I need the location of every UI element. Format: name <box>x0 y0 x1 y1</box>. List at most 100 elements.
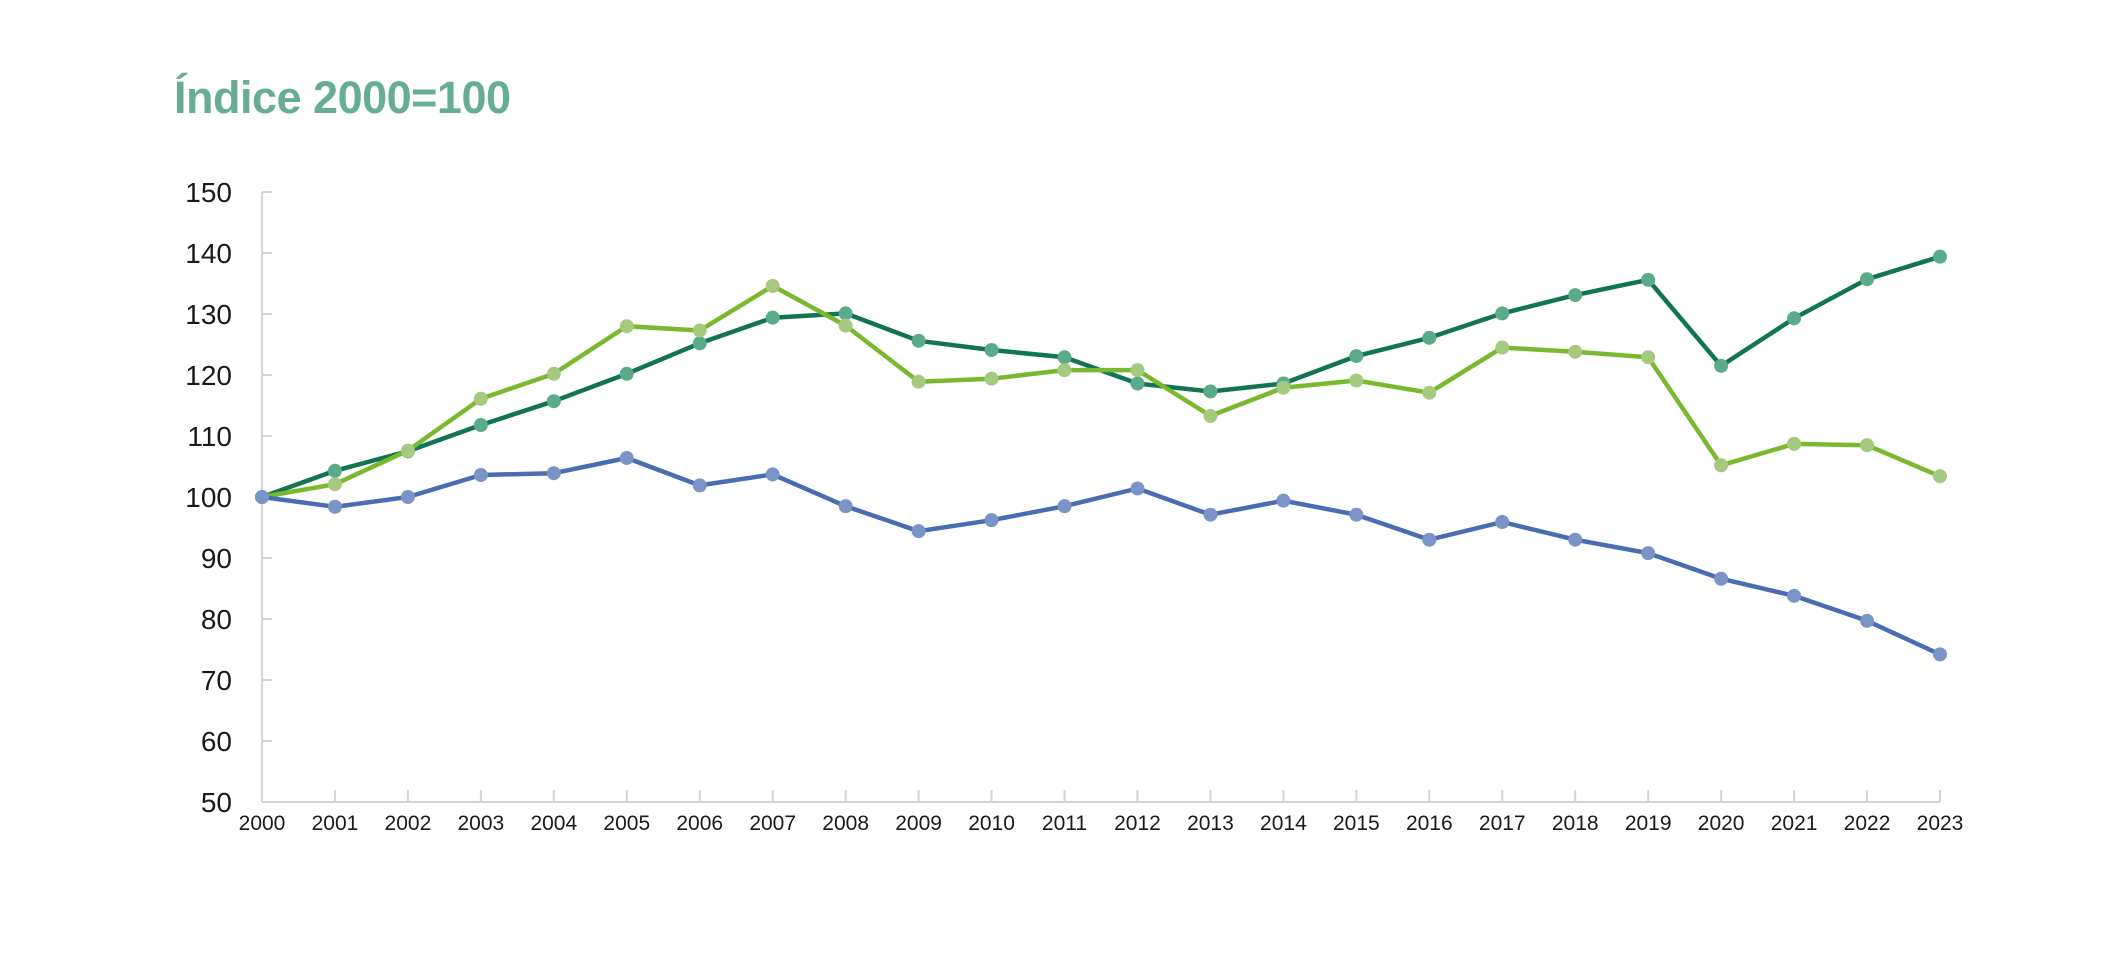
x-tick-label: 2021 <box>1771 812 1818 835</box>
data-point <box>327 499 342 514</box>
x-tick-label: 2003 <box>458 812 505 835</box>
x-tick-label: 2023 <box>1917 812 1964 835</box>
data-point <box>546 466 561 481</box>
series-line-dark-green <box>259 254 1943 500</box>
data-point <box>1641 272 1656 287</box>
x-tick-label: 2019 <box>1625 812 1672 835</box>
y-tick-label: 110 <box>187 421 232 452</box>
data-point <box>327 477 342 492</box>
data-point <box>473 391 488 406</box>
x-tick-label: 2006 <box>676 812 723 835</box>
data-point <box>911 374 926 389</box>
series-dark-green <box>255 249 1947 504</box>
y-tick-label: 50 <box>201 787 232 818</box>
data-point <box>1203 408 1218 423</box>
data-point <box>400 490 415 504</box>
series-light-green <box>255 278 1947 504</box>
x-tick-label: 2007 <box>749 812 796 835</box>
x-tick-label: 2012 <box>1114 812 1161 835</box>
data-point <box>911 333 926 348</box>
data-point <box>473 468 488 483</box>
x-tick-label: 2014 <box>1260 812 1307 835</box>
x-tick-label: 2005 <box>603 812 650 835</box>
data-point <box>838 318 853 333</box>
x-tick-label: 2016 <box>1406 812 1453 835</box>
data-point <box>1495 340 1510 355</box>
x-tick-label: 2022 <box>1844 812 1891 835</box>
data-point <box>1422 385 1437 400</box>
x-tick-label: 2000 <box>239 812 286 835</box>
data-point <box>1495 306 1510 321</box>
data-point <box>1349 349 1364 364</box>
data-point <box>1057 499 1072 514</box>
data-point <box>1349 507 1364 522</box>
y-tick-label: 80 <box>201 604 232 635</box>
data-point <box>255 490 269 504</box>
data-point <box>546 366 561 381</box>
data-point <box>1568 288 1583 303</box>
data-point <box>1349 373 1364 388</box>
x-tick-label: 2010 <box>968 812 1015 835</box>
y-tick-label: 120 <box>185 360 232 391</box>
data-point <box>1641 350 1656 365</box>
y-tick-label: 60 <box>201 726 232 757</box>
data-point <box>1057 350 1072 365</box>
data-point <box>692 478 707 493</box>
x-tick-label: 2017 <box>1479 812 1526 835</box>
data-point <box>1714 358 1729 373</box>
data-point <box>473 418 488 433</box>
x-tick-label: 2004 <box>530 812 577 835</box>
data-point <box>1130 376 1145 391</box>
data-point <box>1714 458 1729 473</box>
data-point <box>765 467 780 482</box>
data-point <box>765 278 780 293</box>
data-point <box>1787 311 1802 326</box>
y-tick-label: 140 <box>185 238 232 269</box>
x-tick-label: 2001 <box>312 812 359 835</box>
data-point <box>1933 647 1947 662</box>
data-point <box>619 319 634 334</box>
data-point <box>1422 330 1437 345</box>
y-tick-label: 150 <box>185 177 232 208</box>
axes: 50 60 70 80 90 100 110 120 130 140 150 2000 2001 2002… <box>185 177 1963 835</box>
data-point <box>1276 493 1291 508</box>
data-point <box>1130 481 1145 496</box>
x-tick-label: 2002 <box>385 812 432 835</box>
x-tick-label: 2009 <box>895 812 942 835</box>
data-point <box>619 450 634 465</box>
data-point <box>765 310 780 325</box>
data-point <box>1933 469 1947 484</box>
data-point <box>1203 507 1218 522</box>
series-blue <box>255 450 1947 662</box>
data-point <box>911 524 926 539</box>
data-point <box>1933 249 1947 264</box>
data-point <box>327 463 342 478</box>
data-point <box>838 306 853 321</box>
data-point <box>692 336 707 351</box>
data-point <box>1860 272 1875 287</box>
series-line-light-green <box>259 283 1943 500</box>
data-point <box>1641 546 1656 561</box>
data-point <box>984 371 999 386</box>
chart-title: Índice 2000=100 <box>174 72 511 123</box>
x-tick-label: 2020 <box>1698 812 1745 835</box>
data-point <box>1422 532 1437 547</box>
data-point <box>400 443 415 458</box>
y-tick-label: 130 <box>185 299 232 330</box>
x-tick-label: 2011 <box>1042 812 1087 835</box>
data-point <box>1568 344 1583 359</box>
data-point <box>1787 588 1802 603</box>
series-line-blue <box>259 455 1943 657</box>
data-point <box>1203 384 1218 399</box>
data-point <box>984 513 999 528</box>
data-point <box>1714 571 1729 586</box>
data-point <box>984 342 999 357</box>
data-point <box>1860 613 1875 628</box>
data-point <box>838 499 853 514</box>
y-tick-label: 90 <box>201 543 232 574</box>
x-tick-label: 2008 <box>822 812 869 835</box>
y-tick-label: 100 <box>185 482 232 513</box>
x-tick-label: 2015 <box>1333 812 1380 835</box>
y-tick-label: 70 <box>201 665 232 696</box>
